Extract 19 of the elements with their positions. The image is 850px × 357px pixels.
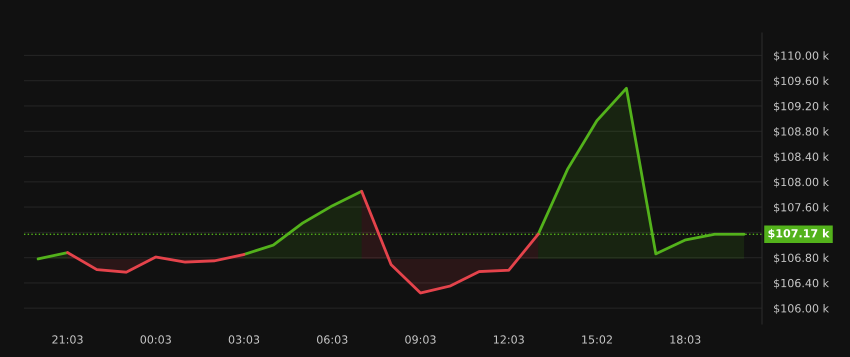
y-tick-label: $106.40 k [774, 278, 829, 289]
y-tick-label: $108.00 k [774, 178, 829, 188]
y-tick-label: $106.00 k [774, 304, 829, 314]
x-tick-label: 09:03 [405, 335, 436, 344]
y-tick-label: $109.60 k [774, 76, 829, 87]
x-tick-label: 00:03 [140, 335, 171, 344]
x-tick-label: 15:02 [582, 335, 612, 344]
ref-line-label: $107.17 k [768, 228, 830, 239]
x-tick-label: 06:03 [316, 335, 348, 344]
y-tick-label: $107.60 k [774, 202, 829, 213]
y-tick-label: $108.40 k [774, 152, 829, 162]
y-tick-label: $110.00 k [774, 51, 829, 62]
y-tick-label: $108.80 k [774, 127, 829, 138]
y-tick-label: $109.20 k [774, 102, 829, 112]
x-tick-label: 12:03 [494, 335, 524, 344]
y-tick-label: $106.80 k [774, 253, 829, 264]
x-tick-label: 03:03 [228, 335, 260, 344]
x-tick-label: 21:03 [52, 335, 83, 344]
x-tick-label: 18:03 [670, 335, 700, 344]
